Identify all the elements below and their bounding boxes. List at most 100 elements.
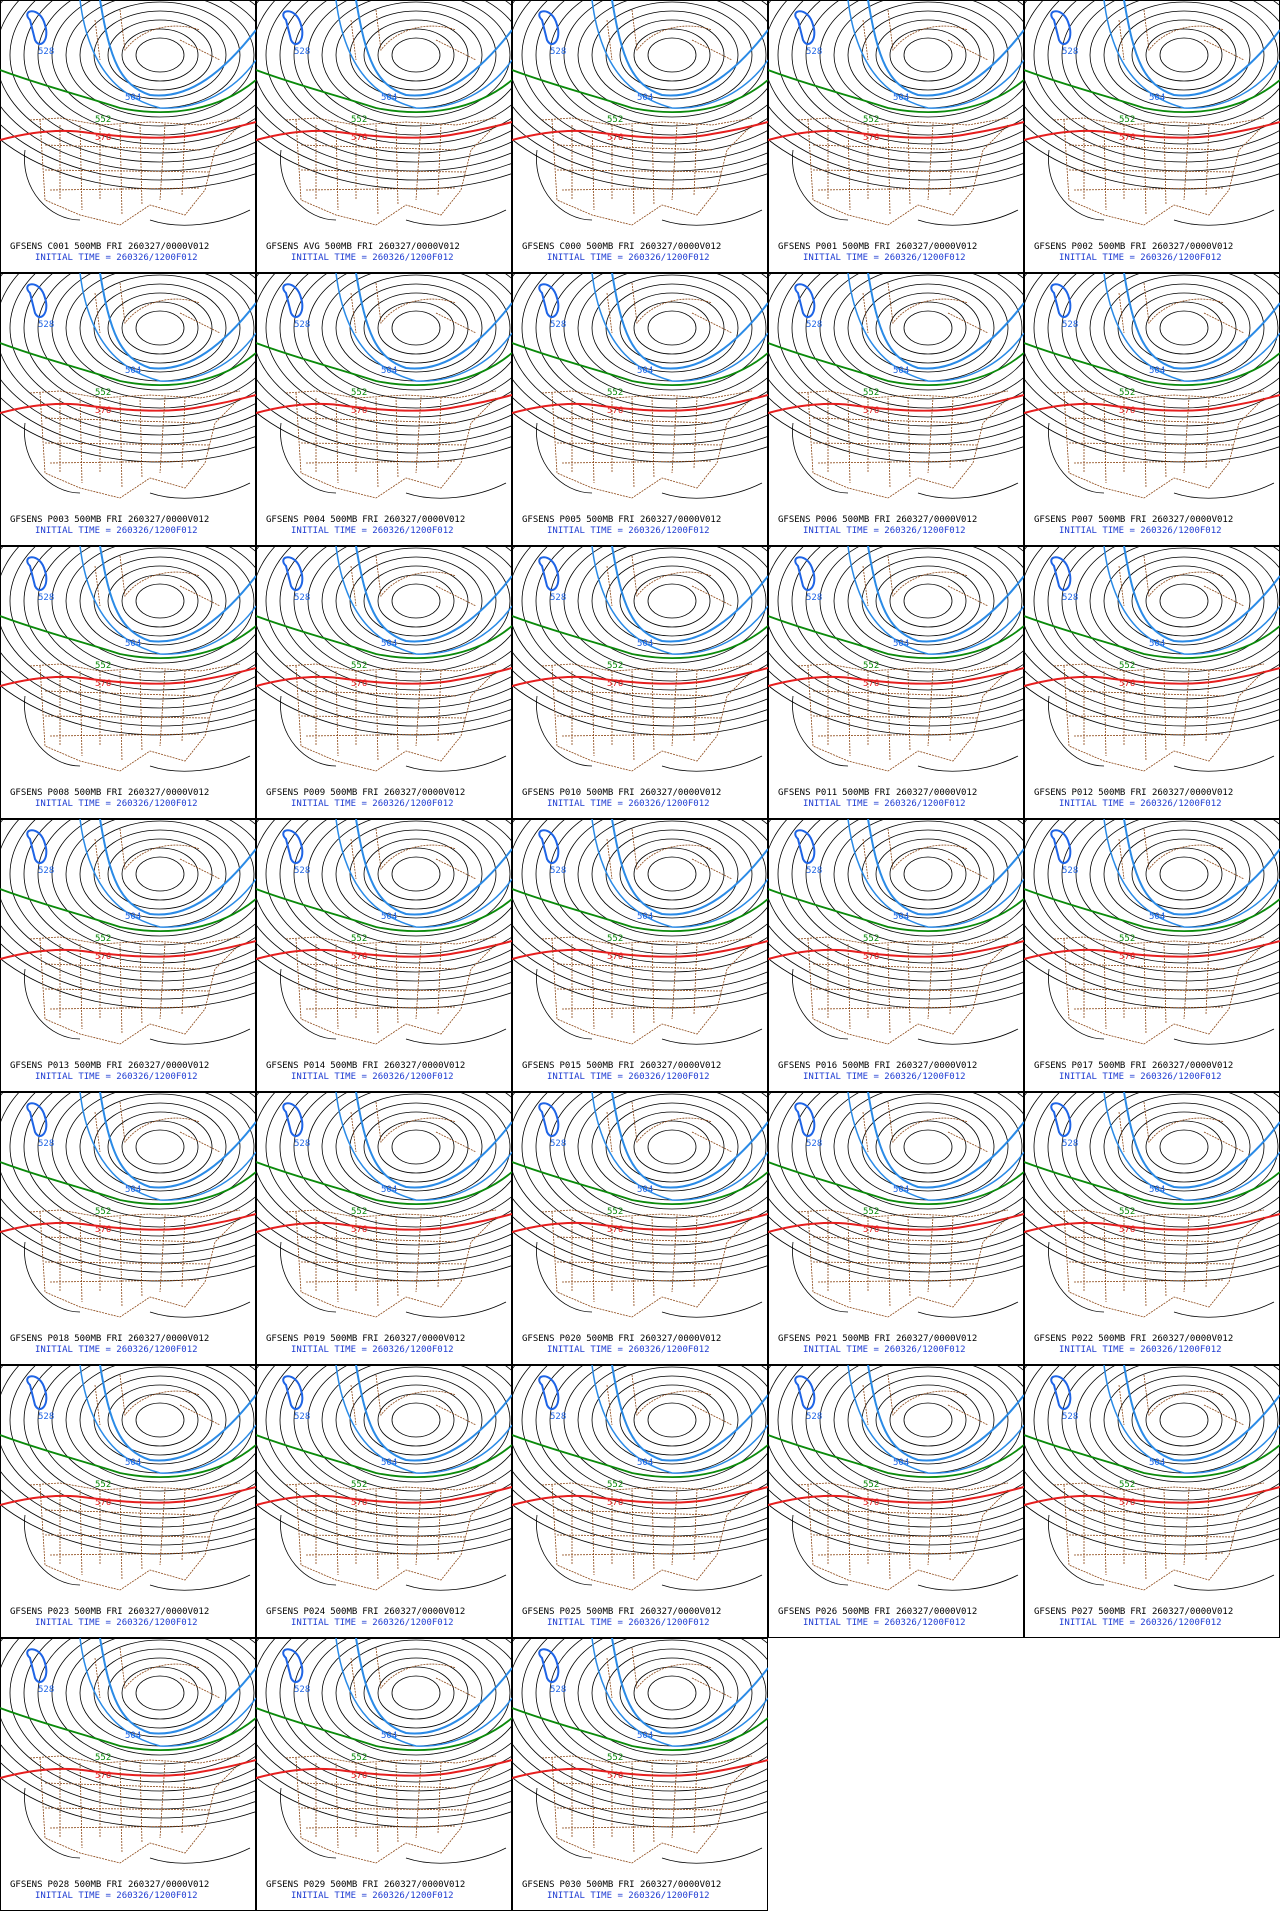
map-panel: 528 504 552 576 GFSENS P013 500MB FRI 260327/00… [0, 740, 366, 1092]
title-part: P006 [816, 515, 838, 525]
contour-label: 528 [550, 866, 566, 876]
contour-label: 552 [351, 388, 367, 398]
contour-label: 552 [95, 1753, 111, 1763]
init-time: INITIAL TIME = 260326/1200F012 [803, 1618, 966, 1628]
contour-label: 576 [95, 133, 111, 143]
title-part: FRI 260327/0000V012 [874, 242, 977, 252]
title-part: GFSENS [10, 1061, 43, 1071]
contour-label: 552 [607, 1753, 623, 1763]
panel-title: GFSENS P017 500MB FRI 260327/0000V012 [1034, 1061, 1233, 1071]
init-time: INITIAL TIME = 260326/1200F012 [1059, 1345, 1222, 1355]
contour-label: 576 [351, 1498, 367, 1508]
contour-label: 552 [351, 934, 367, 944]
title-part: FRI 260327/0000V012 [106, 1334, 209, 1344]
title-part: FRI 260327/0000V012 [874, 1607, 977, 1617]
init-time: INITIAL TIME = 260326/1200F012 [803, 526, 966, 536]
contour-label: 576 [351, 406, 367, 416]
title-part: GFSENS [522, 788, 555, 798]
contour-label: 504 [381, 912, 397, 922]
title-part: FRI 260327/0000V012 [362, 788, 465, 798]
title-part: FRI 260327/0000V012 [106, 1061, 209, 1071]
title-part: 500MB [74, 1880, 101, 1890]
contour-label: 504 [893, 93, 909, 103]
map-panel: 528 504 552 576 GFSENS P009 500MB FRI 260327/00… [210, 467, 622, 819]
map-panel: 528 504 552 576 GFSENS P027 500MB FRI 260327/00… [978, 1286, 1280, 1638]
title-part: FRI 260327/0000V012 [618, 242, 721, 252]
map-panel: 528 504 552 576 GFSENS P001 500MB FRI 260327/00… [722, 0, 1134, 273]
title-part: FRI 260327/0000V012 [362, 1607, 465, 1617]
contour-label: 552 [607, 388, 623, 398]
contour-label: 528 [1062, 1139, 1078, 1149]
title-part: P017 [1072, 1061, 1094, 1071]
init-time: INITIAL TIME = 260326/1200F012 [547, 1345, 710, 1355]
contour-label: 552 [607, 1480, 623, 1490]
title-part: FRI 260327/0000V012 [1130, 1334, 1233, 1344]
title-part: GFSENS [522, 515, 555, 525]
contour-label: 576 [863, 679, 879, 689]
title-part: GFSENS [266, 1061, 299, 1071]
contour-label: 576 [863, 1498, 879, 1508]
contour-label: 504 [893, 912, 909, 922]
contour-label: 504 [381, 639, 397, 649]
title-part: FRI 260327/0000V012 [106, 242, 209, 252]
title-part: FRI 260327/0000V012 [357, 242, 460, 252]
contour-label: 504 [893, 1185, 909, 1195]
contour-label: 504 [893, 639, 909, 649]
title-part: P004 [304, 515, 326, 525]
contour-label: 576 [1119, 406, 1135, 416]
map-panel: 528 504 552 576 GFSENS P012 500MB FRI 260327/00… [978, 467, 1280, 819]
contour-label: 504 [637, 639, 653, 649]
contour-label: 552 [863, 1480, 879, 1490]
title-part: P025 [560, 1607, 582, 1617]
panel-title: GFSENS P010 500MB FRI 260327/0000V012 [522, 788, 721, 798]
contour-label: 576 [1119, 679, 1135, 689]
title-part: 500MB [74, 242, 101, 252]
title-part: 500MB [586, 788, 613, 798]
map-panel: 528 504 552 576 GFSENS P024 500MB FRI 260327/00… [210, 1286, 622, 1638]
title-part: GFSENS [1034, 1607, 1067, 1617]
title-part: 500MB [330, 1334, 357, 1344]
contour-label: 504 [637, 912, 653, 922]
title-part: P015 [560, 1061, 582, 1071]
contour-label: 504 [637, 93, 653, 103]
map-panel: 528 504 552 576 GFSENS P003 500MB FRI 260327/00… [0, 194, 366, 546]
contour-label: 528 [806, 1139, 822, 1149]
title-part: P013 [48, 1061, 70, 1071]
contour-label: 504 [381, 93, 397, 103]
contour-label: 528 [550, 1412, 566, 1422]
title-part: GFSENS [1034, 1061, 1067, 1071]
title-part: FRI 260327/0000V012 [618, 1607, 721, 1617]
title-part: 500MB [330, 1880, 357, 1890]
contour-label: 528 [294, 593, 310, 603]
title-part: 500MB [74, 788, 101, 798]
title-part: P019 [304, 1334, 326, 1344]
init-time: INITIAL TIME = 260326/1200F012 [547, 526, 710, 536]
init-time: INITIAL TIME = 260326/1200F012 [547, 1072, 710, 1082]
title-part: AVG [304, 242, 320, 252]
contour-label: 576 [1119, 1225, 1135, 1235]
contour-label: 528 [294, 866, 310, 876]
contour-label: 504 [381, 1731, 397, 1741]
title-part: P024 [304, 1607, 326, 1617]
title-part: FRI 260327/0000V012 [874, 1334, 977, 1344]
contour-label: 576 [351, 952, 367, 962]
title-part: GFSENS [10, 1334, 43, 1344]
title-part: P027 [1072, 1607, 1094, 1617]
contour-label: 576 [95, 679, 111, 689]
contour-label: 528 [1062, 320, 1078, 330]
panel-title: GFSENS P020 500MB FRI 260327/0000V012 [522, 1334, 721, 1344]
contour-label: 528 [806, 320, 822, 330]
contour-label: 552 [863, 1207, 879, 1217]
contour-label: 528 [1062, 47, 1078, 57]
init-time: INITIAL TIME = 260326/1200F012 [1059, 253, 1222, 263]
contour-label: 528 [1062, 1412, 1078, 1422]
init-time: INITIAL TIME = 260326/1200F012 [35, 1891, 198, 1901]
contour-label: 528 [38, 866, 54, 876]
title-part: 500MB [842, 1061, 869, 1071]
contour-label: 528 [550, 1139, 566, 1149]
panel-title: GFSENS P019 500MB FRI 260327/0000V012 [266, 1334, 465, 1344]
contour-label: 552 [863, 388, 879, 398]
title-part: P005 [560, 515, 582, 525]
contour-label: 552 [1119, 115, 1135, 125]
title-part: P002 [1072, 242, 1094, 252]
